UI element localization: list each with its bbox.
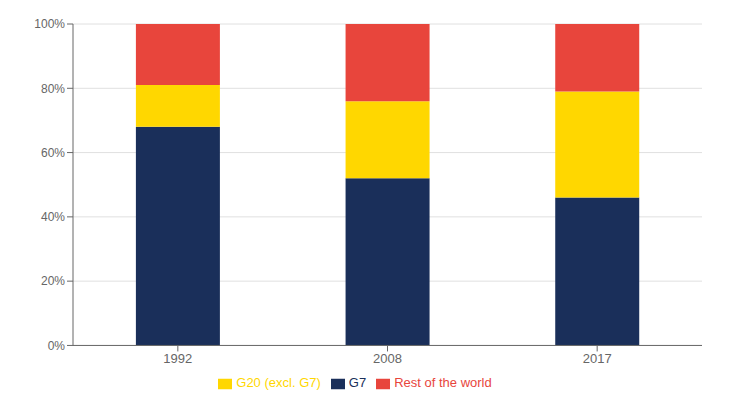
html-text:Rest of the world: Rest of the world: [394, 375, 492, 391]
svg-text:0%: 0%: [48, 339, 66, 353]
svg-text:2017: 2017: [583, 351, 612, 366]
html-text:G7: G7: [348, 375, 367, 391]
html-text:G20 (excl. G7): G20 (excl. G7): [236, 375, 321, 391]
svg-text:80%: 80%: [41, 82, 65, 96]
svg-text:60%: 60%: [41, 146, 65, 160]
svg-text:1992: 1992: [163, 351, 192, 366]
svg-text:2008: 2008: [373, 351, 402, 366]
svg-text:20%: 20%: [41, 274, 65, 288]
svg-text:100%: 100%: [34, 17, 65, 31]
svg-text:40%: 40%: [41, 210, 65, 224]
